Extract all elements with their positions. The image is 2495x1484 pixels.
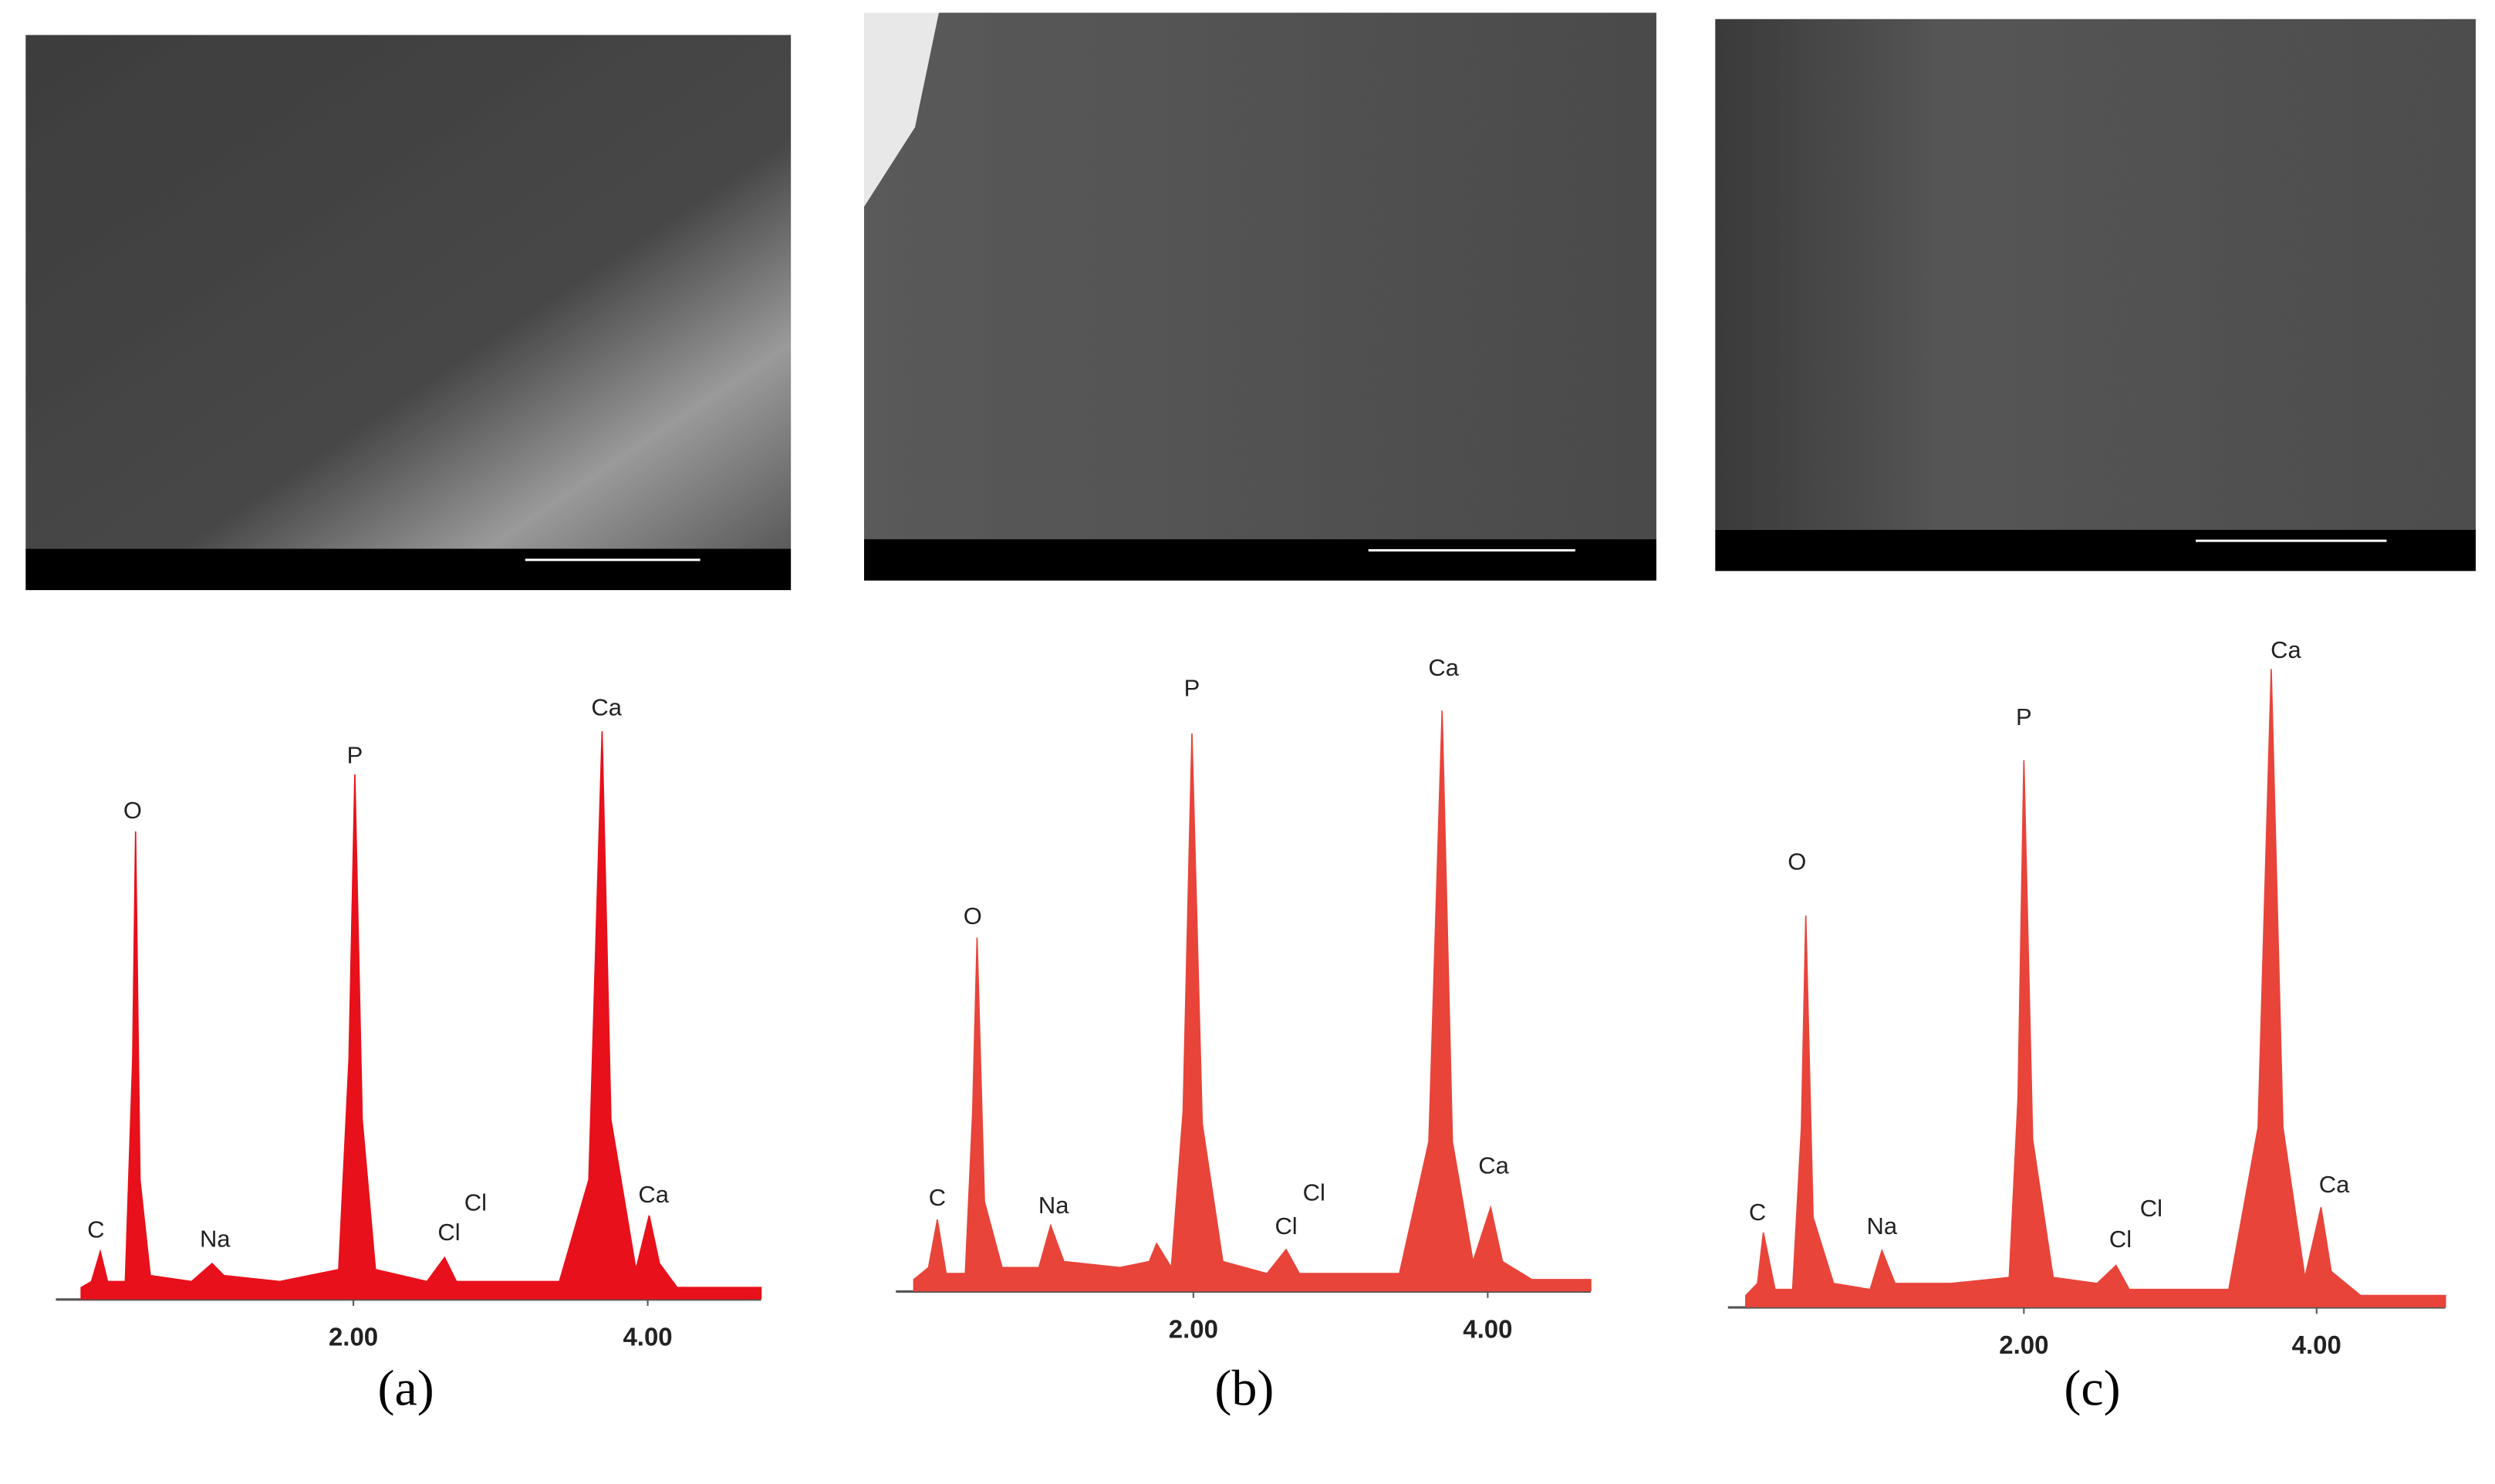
peak-label: Ca xyxy=(638,1181,669,1208)
peak-label: Ca xyxy=(2270,636,2301,663)
panel-label: (b) xyxy=(1214,1361,1274,1417)
peak-label: Cl xyxy=(2109,1226,2132,1253)
spectrum-area xyxy=(913,710,1592,1292)
peak-label: C xyxy=(929,1184,946,1211)
peak-label: C xyxy=(1749,1199,1766,1226)
spectrum-area xyxy=(1745,669,2446,1307)
peak-label: Ca xyxy=(1478,1152,1509,1179)
peak-label: Cl xyxy=(1303,1179,1325,1206)
sem-image-a xyxy=(25,35,792,591)
peak-label: Na xyxy=(1038,1192,1069,1219)
peak-label: P xyxy=(1184,674,1200,701)
x-tick-label: 4.00 xyxy=(623,1323,672,1351)
x-tick-label: 2.00 xyxy=(329,1323,378,1351)
x-tick-label: 2.00 xyxy=(1169,1314,1218,1343)
peak-label: Na xyxy=(200,1226,231,1253)
peak-label: Ca xyxy=(2319,1171,2350,1198)
peak-label: Ca xyxy=(591,693,622,720)
peak-label: O xyxy=(964,902,982,929)
peak-label: Cl xyxy=(1275,1212,1297,1239)
peak-label: C xyxy=(87,1216,104,1243)
x-tick-label: 2.00 xyxy=(1999,1331,2048,1359)
panel-label: (c) xyxy=(2064,1361,2120,1417)
peak-label: Cl xyxy=(464,1189,487,1216)
peak-label: O xyxy=(123,797,142,824)
sem-image-c xyxy=(1715,19,2476,572)
peak-label: O xyxy=(1788,848,1806,875)
peak-label: Na xyxy=(1867,1212,1898,1239)
peak-label: Cl xyxy=(2140,1195,2162,1222)
peak-label: P xyxy=(2016,703,2032,730)
peak-label: P xyxy=(347,742,363,769)
x-tick-label: 4.00 xyxy=(1463,1314,1512,1343)
panel-label: (a) xyxy=(378,1361,434,1417)
x-tick-label: 4.00 xyxy=(2292,1331,2341,1359)
spectrum-area xyxy=(80,730,762,1300)
peak-label: Ca xyxy=(1428,654,1459,681)
peak-label: Cl xyxy=(437,1219,460,1246)
sem-image-b xyxy=(864,12,1656,581)
